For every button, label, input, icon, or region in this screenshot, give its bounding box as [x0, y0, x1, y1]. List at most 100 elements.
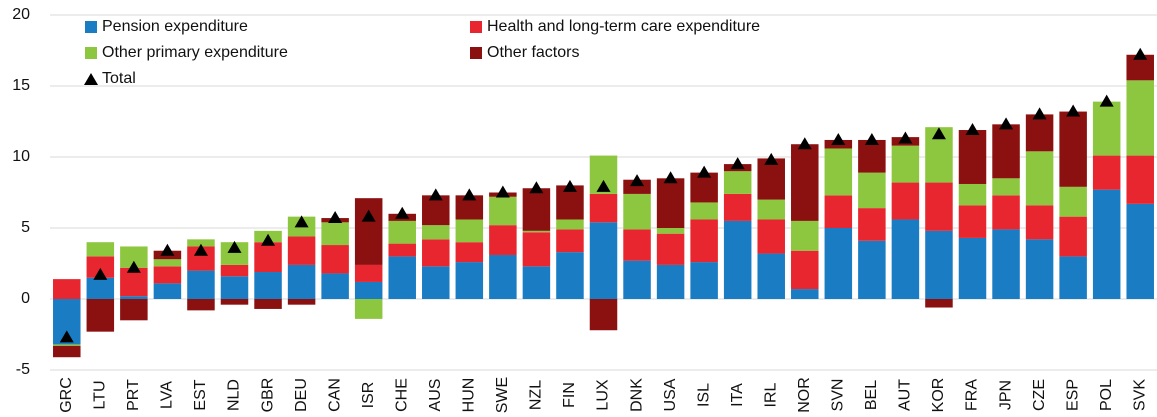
x-tick-label: AUT: [897, 379, 914, 411]
bar-segment: [723, 220, 752, 299]
bar-segment: [723, 193, 752, 221]
bar-segment: [1059, 186, 1087, 217]
total-marker: [428, 188, 443, 201]
bar-segment: [656, 178, 685, 228]
bar-segment: [723, 171, 752, 194]
bar-segment: [958, 205, 987, 238]
bar-segment: [556, 252, 584, 299]
x-tick-label: NLD: [226, 379, 243, 411]
x-tick-label: JPN: [997, 380, 1014, 410]
bar-segment: [791, 220, 819, 251]
x-tick-label: ISL: [695, 383, 712, 407]
x-tick-label: CAN: [326, 378, 343, 412]
bar-segment: [388, 243, 416, 257]
bar-segment: [992, 195, 1020, 230]
bar-segment: [522, 188, 551, 231]
total-marker: [93, 267, 108, 280]
bar-segment: [321, 273, 349, 299]
total-marker: [462, 188, 477, 201]
total-marker: [193, 243, 208, 256]
bar-segment: [489, 254, 517, 299]
x-tick-label: SVN: [830, 379, 847, 412]
bar-segment: [858, 208, 886, 241]
bar-segment: [1126, 203, 1154, 299]
y-tick-label: 5: [21, 219, 30, 236]
bar-segment: [623, 260, 651, 299]
bar-segment: [958, 237, 987, 299]
x-tick-label: GRC: [58, 377, 75, 413]
bar-segment: [992, 178, 1020, 196]
x-tick-label: BEL: [863, 380, 880, 410]
bar-segment: [522, 232, 551, 267]
bar-segment: [1025, 114, 1054, 152]
total-marker: [663, 171, 678, 184]
bar-segment: [757, 158, 785, 200]
total-marker: [931, 127, 946, 140]
x-tick-label: USA: [662, 378, 679, 411]
bar-segment: [354, 281, 383, 299]
bar-segment: [858, 240, 886, 299]
bar-segment: [187, 270, 215, 299]
bar-segment: [220, 299, 249, 305]
legend-swatch: [470, 47, 482, 59]
total-marker: [1032, 107, 1047, 120]
bar-segment: [1092, 101, 1121, 156]
x-tick-label: FRA: [964, 379, 981, 411]
bar-segment: [623, 229, 651, 261]
bar-segment: [1059, 256, 1087, 299]
bar-segment: [153, 259, 182, 267]
total-marker: [529, 181, 544, 194]
bar-segment: [690, 262, 718, 299]
bar-segment: [925, 299, 953, 308]
bar-segment: [455, 219, 484, 243]
bar-segment: [522, 266, 551, 299]
total-marker: [764, 152, 779, 165]
bar-segment: [791, 289, 819, 299]
bar-segment: [1126, 155, 1154, 204]
bar-segment: [220, 242, 249, 265]
bar-segment: [120, 299, 148, 321]
bar-segment: [958, 130, 987, 184]
bar-segment: [824, 148, 853, 196]
bar-segment: [287, 264, 316, 299]
total-marker: [730, 157, 745, 170]
x-tick-label: NOR: [796, 377, 813, 413]
x-tick-label: IRL: [762, 382, 779, 407]
bar-segment: [120, 246, 148, 268]
bar-segment: [455, 242, 484, 263]
y-tick-label: 15: [12, 77, 30, 94]
x-tick-label: EST: [192, 379, 209, 410]
bar-segment: [556, 219, 584, 230]
x-tick-label: LUX: [595, 379, 612, 410]
bar-segment: [489, 225, 517, 255]
x-tick-label: DNK: [628, 378, 645, 412]
bar-segment: [388, 220, 416, 244]
bar-segment: [187, 239, 215, 247]
bar-segment: [656, 228, 685, 234]
y-tick-label: -5: [16, 361, 30, 378]
bar-segment: [925, 230, 953, 299]
bar-segment: [86, 299, 115, 332]
bar-segment: [589, 193, 618, 223]
total-marker: [630, 174, 645, 187]
x-tick-label: DEU: [293, 378, 310, 412]
bar-segment: [1059, 216, 1087, 257]
bar-segment: [153, 266, 182, 284]
y-tick-label: 10: [12, 148, 30, 165]
total-marker: [160, 243, 175, 256]
total-marker: [697, 165, 712, 178]
bar-segment: [254, 299, 282, 309]
legend-label: Other factors: [487, 44, 579, 61]
bar-segment: [891, 182, 920, 220]
x-tick-label: GBR: [259, 378, 276, 413]
bar-segment: [623, 193, 651, 230]
total-marker: [361, 209, 376, 222]
bar-segment: [958, 183, 987, 206]
bar-segment: [1092, 155, 1121, 190]
bar-segment: [354, 198, 383, 265]
bar-segment: [220, 276, 249, 299]
bar-segment: [422, 239, 450, 267]
x-tick-label: ISR: [360, 382, 377, 409]
bar-segment: [791, 144, 819, 221]
total-marker: [562, 179, 577, 192]
